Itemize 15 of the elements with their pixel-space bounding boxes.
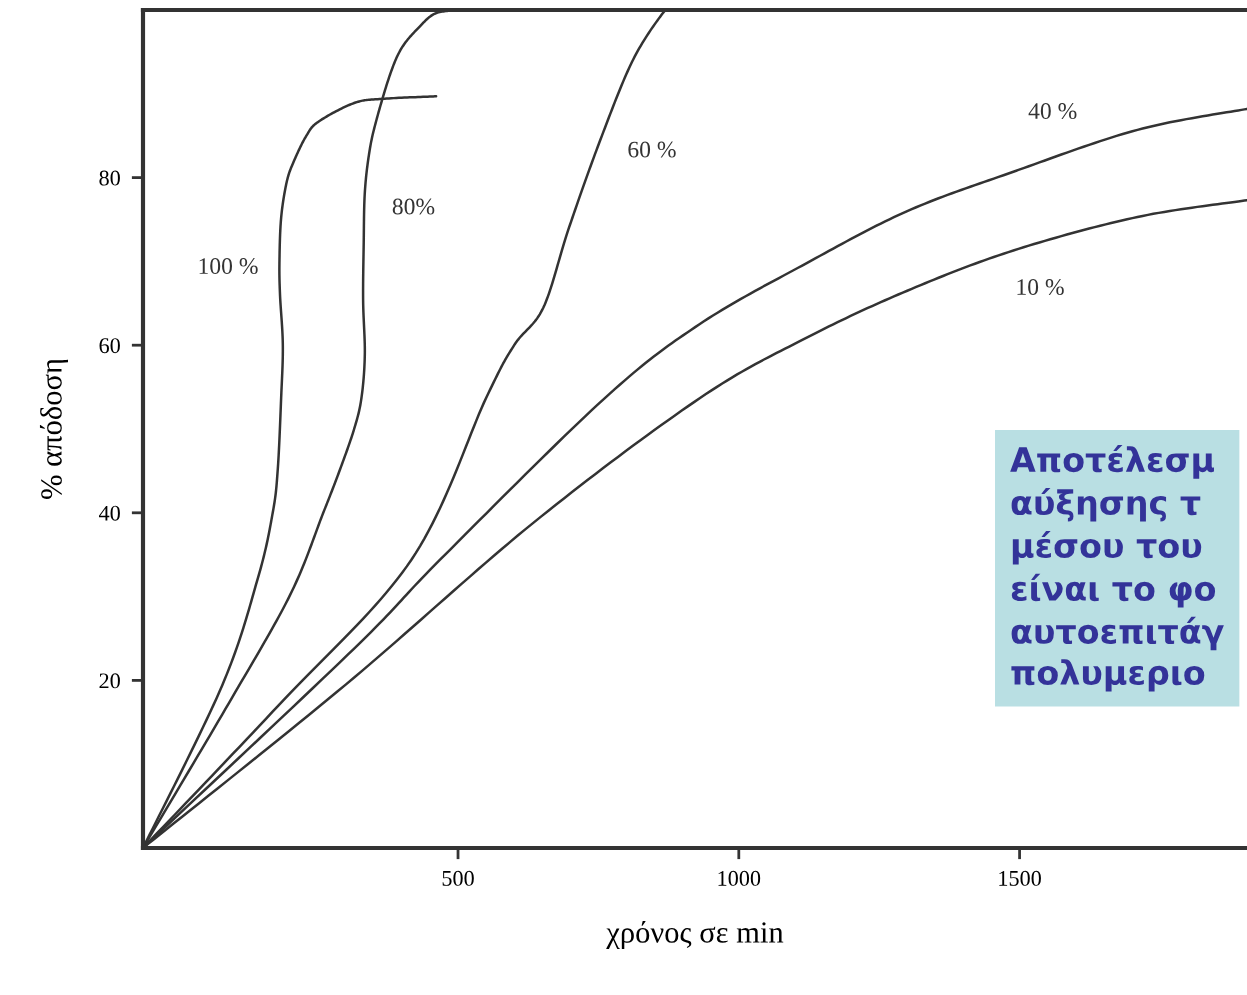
x-axis-title: χρόνος σε min xyxy=(606,920,784,949)
series-label: 80% xyxy=(392,198,435,215)
y-axis-title: % απόδοση xyxy=(39,359,68,499)
y-tick-label: 80 xyxy=(99,170,120,186)
y-tick-label: 60 xyxy=(99,338,120,354)
y-tick-label: 40 xyxy=(98,505,120,521)
series-label: 40 % xyxy=(1028,103,1077,120)
x-tick-label: 1500 xyxy=(999,870,1041,886)
series-label: 60 % xyxy=(628,141,676,158)
y-tick-label: 20 xyxy=(99,673,120,689)
annotation: Αποτέλεσμ αύξησης τ μέσου του είναι το φο αυτοεπιτάγ πολυμεριο xyxy=(1010,445,1224,692)
x-tick-label: 1000 xyxy=(718,870,761,886)
series-label: 10 % xyxy=(1017,279,1064,296)
x-tick-label: 500 xyxy=(442,870,474,886)
series-label: 100 % xyxy=(199,258,258,275)
